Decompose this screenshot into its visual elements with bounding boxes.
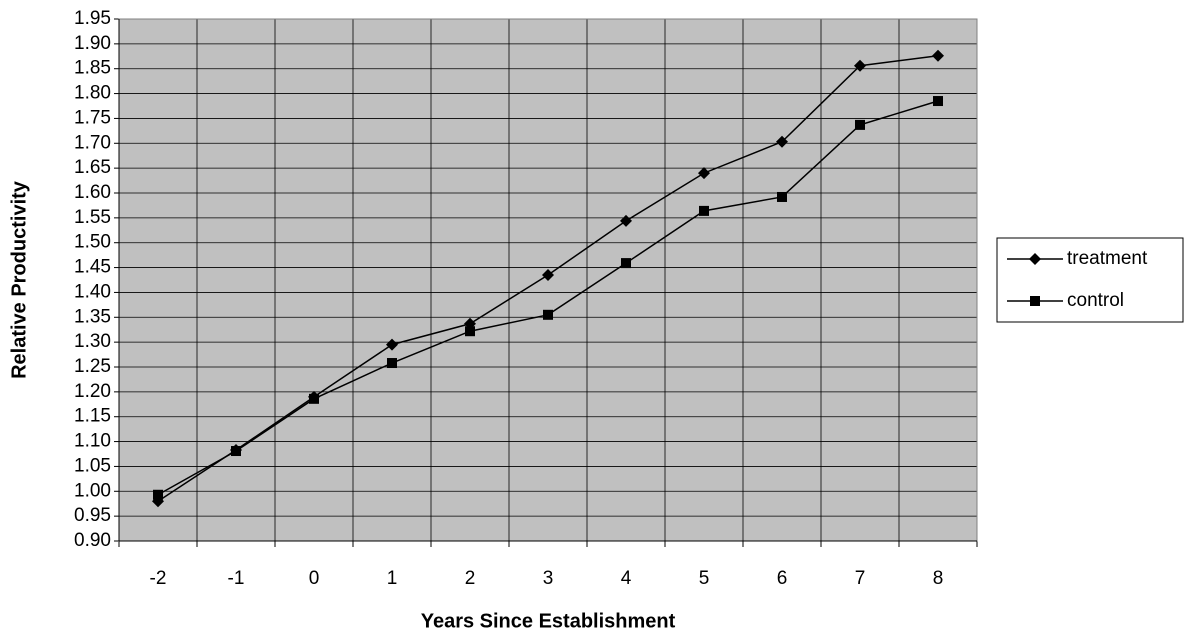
marker [153,489,163,500]
y-tick-label: 1.05 [74,455,111,476]
y-tick-label: 1.20 [74,381,111,402]
x-tick-label: 4 [621,568,632,589]
marker [231,446,241,457]
marker [309,393,319,404]
y-tick-label: 1.80 [74,83,111,104]
y-tick-label: 1.70 [74,132,111,153]
x-tick-label: 5 [699,568,710,589]
marker [699,205,709,216]
x-tick-label: 8 [933,568,944,589]
marker [542,269,554,282]
x-tick-label: 3 [543,568,554,589]
marker [1029,253,1041,265]
legend-label: control [1067,290,1124,311]
marker [620,214,632,227]
marker [776,135,788,148]
x-axis-title: Years Since Establishment [421,610,676,632]
marker [854,59,866,72]
y-tick-label: 1.65 [74,157,111,178]
y-tick-label: 1.55 [74,207,111,228]
x-tick-label: 1 [387,568,398,589]
marker [465,326,475,337]
marker [777,191,787,202]
y-tick-label: 1.75 [74,107,111,128]
x-tick-label: 0 [309,568,320,589]
legend-box [996,237,1184,323]
marker [387,358,397,369]
y-tick-label: 0.90 [74,530,111,551]
y-tick-label: 1.60 [74,182,111,203]
x-tick-label: 6 [777,568,788,589]
y-tick-label: 1.45 [74,257,111,278]
marker [855,119,865,130]
y-tick-label: 1.85 [74,58,111,79]
marker [386,338,398,351]
marker [621,258,631,269]
marker [543,309,553,320]
x-tick-label: 7 [855,568,866,589]
y-tick-label: 1.95 [74,8,111,29]
marker [698,167,710,180]
y-tick-label: 0.95 [74,505,111,526]
y-tick-label: 1.35 [74,306,111,327]
y-tick-label: 1.15 [74,406,111,427]
y-tick-label: 1.30 [74,331,111,352]
y-tick-label: 1.10 [74,431,111,452]
marker [932,49,944,62]
y-axis-title: Relative Productivity [8,180,30,379]
x-tick-label: 2 [465,568,476,589]
x-tick-label: -1 [228,568,245,589]
y-tick-label: 1.40 [74,281,111,302]
marker [933,96,943,107]
legend-label: treatment [1067,248,1148,269]
y-tick-label: 1.00 [74,480,111,501]
y-tick-label: 1.50 [74,232,111,253]
marker [1030,296,1040,306]
x-tick-label: -2 [150,568,167,589]
y-tick-label: 1.90 [74,33,111,54]
y-tick-label: 1.25 [74,356,111,377]
